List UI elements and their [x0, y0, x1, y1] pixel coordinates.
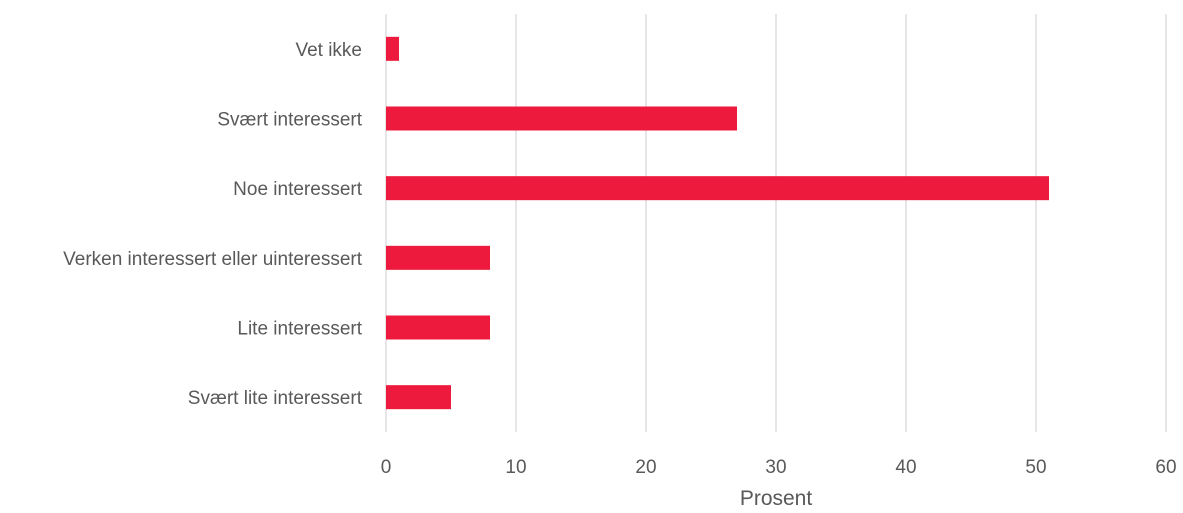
x-axis-title: Prosent: [740, 487, 813, 510]
bar: [386, 315, 490, 340]
category-label: Svært interessert: [217, 110, 362, 131]
x-tick-label: 40: [895, 457, 916, 478]
category-label: Verken interessert eller uinteressert: [63, 249, 363, 270]
category-label: Svært lite interessert: [188, 388, 363, 409]
x-tick-label: 0: [381, 457, 392, 478]
x-tick-label: 20: [635, 457, 656, 478]
bar: [386, 36, 399, 61]
bar: [386, 176, 1049, 201]
x-tick-labels: 0 10 20 30 40 50 60: [381, 457, 1177, 478]
bar: [386, 245, 490, 270]
category-label: Noe interessert: [233, 179, 363, 200]
x-tick-label: 30: [765, 457, 786, 478]
bars: [386, 36, 1049, 410]
category-labels: Vet ikke Svært interessert Noe interessert…: [63, 40, 363, 409]
bar: [386, 106, 737, 131]
category-label: Vet ikke: [295, 40, 362, 61]
x-tick-label: 50: [1025, 457, 1046, 478]
x-tick-label: 60: [1155, 457, 1176, 478]
category-label: Lite interessert: [237, 319, 362, 340]
gridlines: [385, 14, 1167, 432]
x-tick-label: 10: [505, 457, 526, 478]
bar: [386, 385, 451, 410]
